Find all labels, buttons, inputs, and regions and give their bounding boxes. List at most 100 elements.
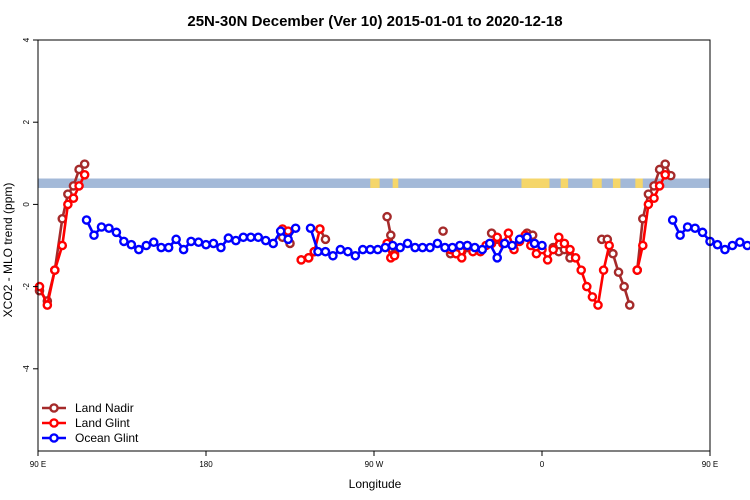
ocean-glint-point (350, 250, 361, 261)
ocean-glint-point (193, 237, 204, 248)
ocean-glint-point (141, 240, 152, 251)
ocean-glint-point (469, 242, 480, 253)
land-band-segment (370, 178, 380, 188)
ocean-glint-point (380, 242, 391, 253)
ocean-glint-point (223, 233, 234, 243)
ocean-glint-point (402, 238, 413, 249)
ocean-glint-point (81, 215, 92, 225)
land-band-segment (612, 178, 621, 188)
land-nadir-point (382, 211, 392, 222)
land-glint-point (660, 170, 671, 180)
x-tick-label: 180 (199, 460, 213, 469)
x-axis-label: Longitude (349, 477, 402, 491)
land-nadir-point (79, 159, 90, 169)
ocean-glint-point (320, 246, 331, 257)
ocean-glint-point (238, 232, 249, 243)
land-mask-band (38, 178, 710, 188)
ocean-glint-point (675, 230, 685, 241)
ocean-glint-point (290, 223, 301, 234)
legend-item-land-nadir: Land Nadir (42, 401, 134, 415)
ocean-glint-point (260, 235, 271, 246)
land-glint-point (42, 300, 53, 310)
land-glint-point (74, 181, 84, 191)
land-nadir-point (608, 248, 618, 259)
ocean-glint-point (682, 222, 693, 232)
land-glint-point (303, 253, 314, 263)
land-nadir-point (385, 230, 396, 241)
ocean-glint-point (720, 244, 730, 255)
ocean-glint-point (447, 242, 458, 253)
land-glint-point (68, 193, 79, 204)
ocean-glint-point (735, 237, 745, 248)
ocean-glint-point (283, 234, 293, 245)
land-nadir-point (74, 164, 84, 175)
land-nadir-point (320, 234, 331, 245)
ocean-glint-point (208, 238, 219, 249)
y-tick-label: -4 (22, 365, 31, 373)
ocean-glint-point (89, 230, 99, 241)
ocean-glint-point (425, 242, 435, 253)
ocean-glint-point (343, 246, 353, 257)
ocean-glint-point (357, 244, 368, 255)
land-glint-point (456, 253, 467, 263)
land-glint-point (50, 265, 60, 275)
land-nadir-point (438, 226, 448, 236)
land-glint-point (542, 255, 553, 265)
y-tick-label: 2 (22, 119, 31, 124)
land-glint-point (57, 240, 68, 251)
ocean-glint-point (178, 244, 189, 255)
land-glint-point (315, 224, 325, 234)
x-tick-label: 90 W (365, 460, 384, 469)
y-tick-label: -2 (22, 282, 31, 290)
y-tick-label: 4 (22, 37, 31, 42)
ocean-glint-point (133, 244, 144, 255)
land-band-segment (392, 178, 399, 188)
ocean-glint-point (395, 242, 405, 253)
land-nadir-point (654, 164, 665, 175)
ocean-glint-point (111, 227, 122, 238)
legend-swatch-marker (49, 418, 59, 428)
ocean-glint-point (171, 234, 181, 245)
ocean-glint-point (537, 240, 547, 251)
land-band-segment (635, 178, 643, 188)
y-axis: -4 -2 0 2 4 (22, 37, 38, 372)
y-axis-label: XCO2 - MLO trend (ppm) (1, 183, 15, 318)
ocean-glint-point (462, 240, 473, 251)
ocean-glint-point (253, 232, 264, 243)
land-glint-point (632, 265, 643, 275)
legend-swatch-marker (49, 403, 59, 413)
land-glint-point (548, 244, 559, 255)
ocean-glint-point (477, 244, 488, 255)
ocean-glint-point (365, 244, 376, 255)
ocean-glint-point (275, 226, 286, 236)
x-tick-label: 0 (540, 460, 545, 469)
land-glint-point (79, 170, 90, 180)
land-glint-line (38, 174, 86, 307)
land-band-segment (521, 178, 550, 188)
ocean-glint-point (514, 234, 525, 245)
land-glint-point (389, 250, 400, 261)
ocean-glint-point (387, 240, 398, 251)
ocean-glint-point (313, 246, 323, 257)
land-nadir-point (660, 159, 671, 169)
ocean-glint-point (305, 223, 316, 234)
ocean-glint-point (507, 240, 517, 251)
land-glint-point (604, 240, 615, 251)
ocean-glint-point (455, 240, 465, 251)
ocean-glint-point (156, 242, 166, 253)
ocean-glint-point (712, 239, 723, 250)
land-glint-point (587, 292, 598, 302)
ocean-glint-point (268, 238, 279, 249)
ocean-glint-point (727, 240, 738, 251)
land-glint-point (554, 232, 564, 243)
land-glint-point (643, 199, 654, 210)
ocean-glint-point (328, 250, 338, 261)
ocean-glint-point (410, 242, 420, 253)
land-band-segment (560, 178, 569, 188)
land-glint-point (593, 300, 603, 310)
land-glint-point (582, 281, 592, 292)
ocean-glint-point (417, 242, 428, 253)
land-nadir-point (613, 267, 624, 278)
x-tick-label: 90 E (702, 460, 718, 469)
